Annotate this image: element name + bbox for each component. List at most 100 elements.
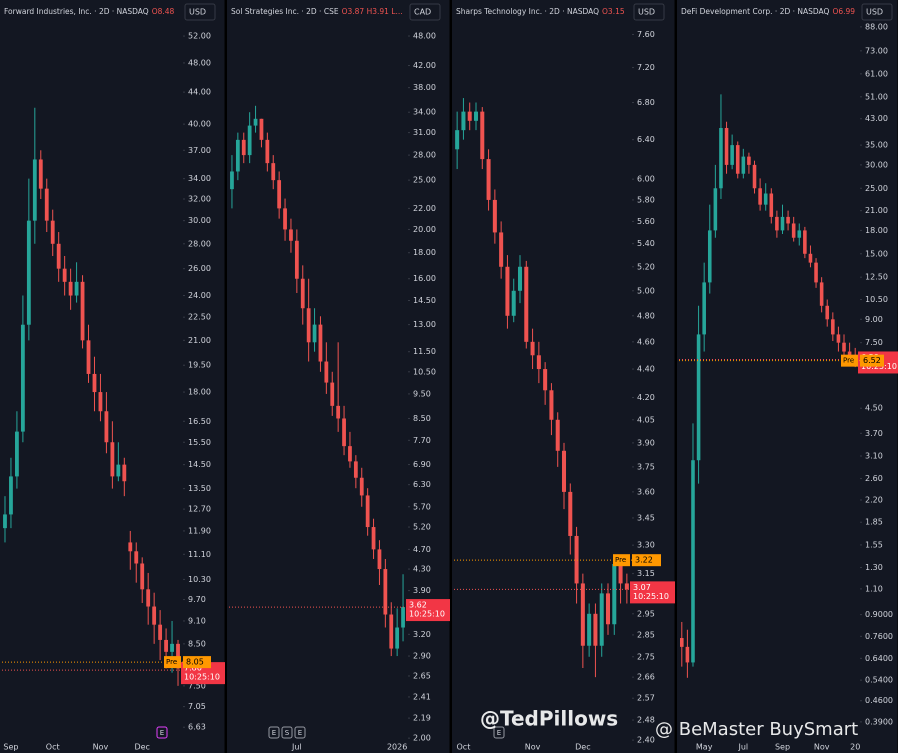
chart-title: Sol Strategies Inc. · 2D · CSE O3.87 H3.9… <box>231 7 403 16</box>
candle-body <box>253 118 258 126</box>
y-tick-label: 0.7600 <box>865 632 893 641</box>
candle-body <box>336 405 341 419</box>
y-tick-label: 7.50 <box>188 681 206 690</box>
candle-body <box>38 159 43 189</box>
candle-body <box>724 127 729 165</box>
y-tick-label: 15.00 <box>865 249 888 258</box>
y-tick-label: 9.00 <box>865 315 883 324</box>
event-label: E <box>160 729 164 737</box>
y-tick-label: 3.70 <box>865 429 883 438</box>
title: Sol Strategies Inc. · 2D · CSE <box>231 7 339 16</box>
candle-body <box>741 156 746 174</box>
event-marker <box>294 726 306 739</box>
y-tick-label: 26.00 <box>188 264 211 273</box>
y-tick-label: 13.50 <box>188 484 211 493</box>
y-tick-label: 4.70 <box>413 545 431 554</box>
last-price: 3.62 <box>409 601 427 610</box>
candle-body <box>68 281 73 296</box>
candle-body <box>803 230 807 254</box>
candle-body <box>747 156 751 165</box>
candle-body <box>259 118 264 140</box>
candle-body <box>836 334 841 343</box>
candle-body <box>283 208 287 230</box>
candle-body <box>825 305 830 320</box>
y-tick-label: 2.20 <box>865 495 883 504</box>
currency-box <box>861 3 893 21</box>
panel-background <box>0 0 225 753</box>
y-tick-label: 2.41 <box>413 692 431 701</box>
candle-body <box>389 614 394 649</box>
y-tick-label: 7.70 <box>413 436 431 445</box>
y-tick-label: 11.10 <box>188 550 211 559</box>
candle-body <box>480 111 485 160</box>
y-tick-label: 4.30 <box>413 565 431 574</box>
y-tick-label: 51.00 <box>865 92 888 101</box>
y-tick-label: 88.00 <box>865 22 888 31</box>
pre-tag-box <box>164 656 181 669</box>
candle-body <box>134 551 139 564</box>
candle-body <box>730 145 734 165</box>
x-tick-label: Jul <box>291 743 302 752</box>
event-marker <box>281 726 293 739</box>
candle-body <box>300 278 305 309</box>
candle-body <box>797 230 802 238</box>
candle-body <box>685 646 690 663</box>
x-tick-label: Nov <box>93 743 109 752</box>
candle-body <box>265 139 270 164</box>
y-tick-label: 6.30 <box>413 480 431 489</box>
candle-body <box>467 111 472 121</box>
candle-body <box>359 477 364 496</box>
y-tick-label: 21.00 <box>865 206 888 215</box>
candle-body <box>395 627 400 649</box>
candle-body <box>401 607 405 628</box>
y-tick-label: 12.70 <box>188 505 211 514</box>
y-tick-label: 30.00 <box>188 216 211 225</box>
candle-body <box>769 193 774 217</box>
pre-tag: Pre <box>843 357 854 365</box>
candle-body <box>808 253 813 263</box>
y-tick-label: 2.19 <box>413 714 431 723</box>
candle-body <box>486 159 491 200</box>
candle-body <box>80 281 85 341</box>
title: Sharps Technology Inc. · 2D · NASDAQ <box>456 7 599 16</box>
y-tick-label: 3.90 <box>413 586 431 595</box>
y-tick-label: 2.65 <box>413 671 431 680</box>
x-tick-label: Dec <box>134 743 149 752</box>
x-tick-label: Jul <box>738 743 749 752</box>
y-tick-label: 9.70 <box>188 595 206 604</box>
candle-body <box>140 563 145 590</box>
candle-body <box>110 442 115 477</box>
y-tick-label: 0.5400 <box>865 676 893 685</box>
pre-price: 8.05 <box>186 658 204 667</box>
candle-body <box>492 199 497 233</box>
y-tick-label: 40.00 <box>188 120 211 129</box>
y-tick-label: 20.00 <box>413 225 436 234</box>
candle-body <box>568 491 573 536</box>
ohlc: O3.87 H3.91 L... <box>342 7 403 16</box>
y-tick-label: 19.50 <box>188 361 211 370</box>
y-tick-label: 0.3900 <box>865 717 893 726</box>
candle-body <box>814 262 818 283</box>
y-tick-label: 34.00 <box>188 174 211 183</box>
y-tick-label: 2.48 <box>637 716 655 725</box>
y-tick-label: 43.00 <box>865 114 888 123</box>
y-tick-label: 7.60 <box>637 30 655 39</box>
y-tick-label: 7.50 <box>865 338 883 347</box>
pre-tag: Pre <box>166 658 177 666</box>
candle-body <box>580 583 585 646</box>
y-tick-label: 38.00 <box>413 83 436 92</box>
y-tick-label: 3.10 <box>865 452 883 461</box>
candle-body <box>536 355 541 370</box>
y-tick-label: 5.80 <box>637 195 655 204</box>
candle-body <box>32 159 37 221</box>
candle-body <box>92 373 97 393</box>
candle-body <box>758 188 762 205</box>
event-marker <box>268 726 280 739</box>
y-tick-label: 3.15 <box>637 569 655 578</box>
y-tick-label: 25.00 <box>865 184 888 193</box>
candle-body <box>791 223 796 238</box>
last-price-box <box>406 599 450 622</box>
candle-body <box>306 308 311 343</box>
y-tick-label: 4.60 <box>637 337 655 346</box>
x-tick-label: May <box>696 743 713 752</box>
